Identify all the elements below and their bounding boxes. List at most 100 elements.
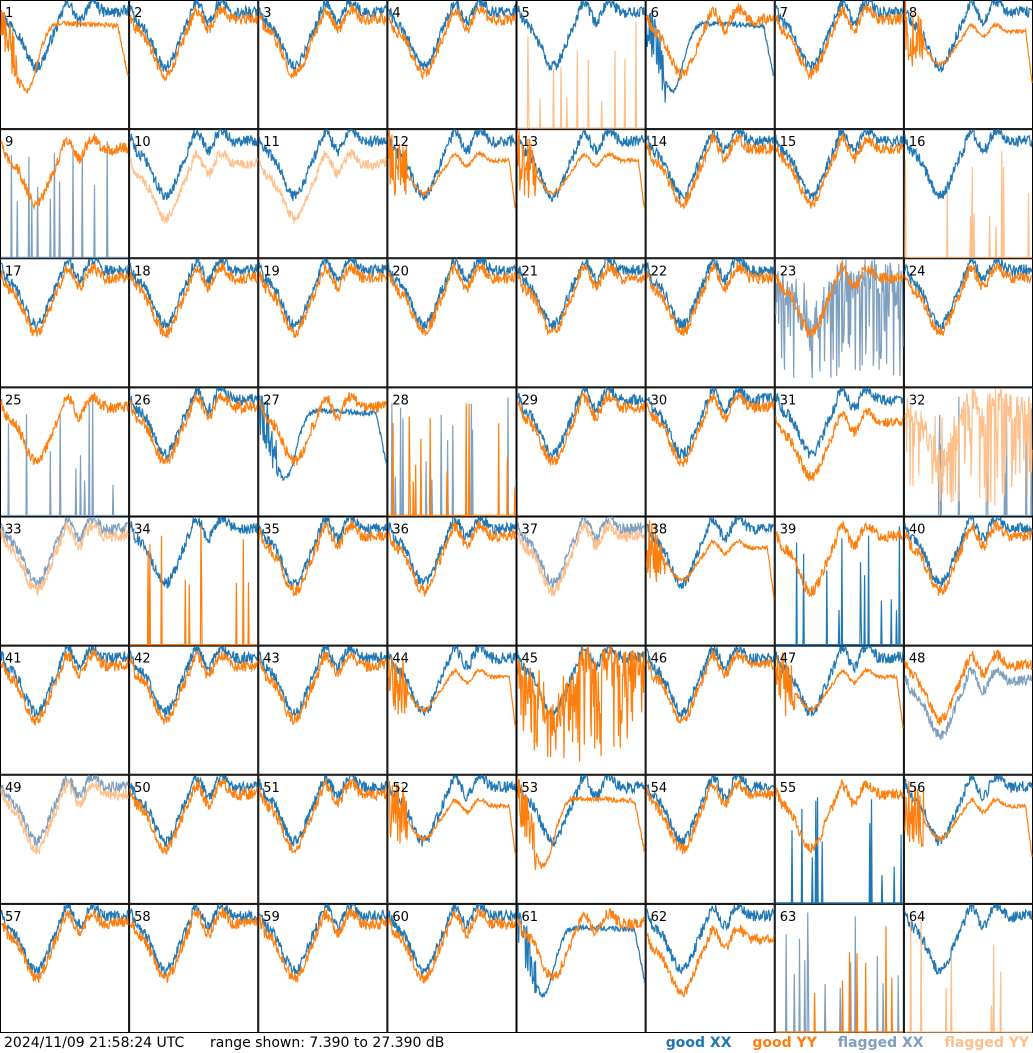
panel-35: 35 xyxy=(258,516,388,646)
series-xx-good xyxy=(387,645,517,717)
panel-55: 55 xyxy=(774,774,904,904)
series-yy-good xyxy=(0,649,129,726)
panel-label: 28 xyxy=(392,393,409,408)
series-xx-good xyxy=(904,258,1033,331)
panel-57: 57 xyxy=(0,903,130,1033)
panel-label: 64 xyxy=(909,910,926,925)
panel-label: 2 xyxy=(134,6,142,21)
panel-label: 6 xyxy=(651,6,659,21)
series-xx-good xyxy=(258,129,387,202)
panel-frame xyxy=(903,903,1033,1033)
panel-frame xyxy=(258,645,388,775)
series-yy-good xyxy=(516,646,646,762)
panel-52: 52 xyxy=(387,774,517,904)
panel-47: 47 xyxy=(774,644,904,775)
panel-label: 41 xyxy=(5,652,22,667)
series-yy-good xyxy=(904,0,1033,83)
series-xx-good xyxy=(0,258,129,332)
panel-19: 19 xyxy=(258,256,388,388)
panel-11: 11 xyxy=(258,129,388,259)
panel-label: 58 xyxy=(134,910,151,925)
panel-64: 64 xyxy=(903,903,1033,1033)
panel-3: 3 xyxy=(258,0,388,130)
series-xx-good xyxy=(646,903,775,974)
series-yy-good xyxy=(646,924,775,998)
panel-32: 32 xyxy=(903,387,1033,517)
series-yy-good xyxy=(646,778,774,855)
series-xx-good xyxy=(775,797,903,904)
series-xx-good xyxy=(646,515,775,590)
series-yy-good xyxy=(129,907,258,983)
panel-label: 23 xyxy=(780,264,797,279)
series-yy-good xyxy=(258,907,387,983)
series-yy-good xyxy=(516,907,646,982)
series-xx-good xyxy=(387,257,517,330)
series-yy-good xyxy=(258,263,387,338)
series-yy-good xyxy=(258,778,387,855)
panel-28: 28 xyxy=(387,387,517,517)
series-yy-good xyxy=(0,262,129,337)
series-yy-good xyxy=(904,780,1033,857)
series-xx-good xyxy=(258,395,387,481)
panel-label: 24 xyxy=(909,264,926,279)
panel-label: 22 xyxy=(651,264,668,279)
series-yy-flagged xyxy=(129,149,258,224)
panel-7: 7 xyxy=(774,0,904,130)
series-xx-good xyxy=(387,515,517,586)
panel-36: 36 xyxy=(387,515,517,646)
panel-46: 46 xyxy=(645,645,775,775)
series-yy-good xyxy=(258,519,387,597)
panel-label: 59 xyxy=(263,910,280,925)
panel-48: 48 xyxy=(903,645,1033,775)
series-xx-good xyxy=(516,904,646,998)
panel-label: 37 xyxy=(522,523,539,538)
panel-51: 51 xyxy=(258,774,388,904)
series-yy-good xyxy=(258,392,387,466)
panel-label: 46 xyxy=(651,652,668,667)
series-yy-flagged xyxy=(0,778,129,855)
series-xx-good xyxy=(775,386,904,459)
series-yy-flagged xyxy=(517,21,645,129)
panel-frame xyxy=(645,516,775,646)
series-xx-good xyxy=(258,774,387,847)
panel-frame xyxy=(774,645,904,775)
series-yy-good xyxy=(646,261,775,337)
panel-label: 20 xyxy=(392,264,409,279)
panel-label: 56 xyxy=(909,781,926,796)
series-yy-good xyxy=(516,262,646,337)
panel-4: 4 xyxy=(387,0,517,130)
panel-frame xyxy=(516,903,646,1033)
panel-label: 36 xyxy=(392,523,409,538)
panel-frame xyxy=(387,0,517,130)
series-yy-good xyxy=(129,5,258,82)
series-xx-flagged xyxy=(775,259,904,379)
panel-14: 14 xyxy=(645,128,775,259)
series-yy-good xyxy=(775,2,904,81)
series-yy-good xyxy=(258,651,387,725)
panel-label: 3 xyxy=(263,6,271,21)
series-xx-good xyxy=(646,257,775,330)
panel-20: 20 xyxy=(387,257,517,388)
series-xx-good xyxy=(904,516,1033,587)
range-shown: range shown: 7.390 to 27.390 dB xyxy=(210,1035,445,1051)
panel-label: 4 xyxy=(392,6,400,21)
series-yy-good xyxy=(646,649,775,724)
panel-27: 27 xyxy=(258,387,388,517)
series-xx-good xyxy=(517,257,646,330)
panel-label: 57 xyxy=(5,910,22,925)
panel-25: 25 xyxy=(0,387,130,517)
legend-flagged-xx: flagged XX xyxy=(837,1035,924,1051)
series-yy-good xyxy=(387,260,517,336)
panel-label: 40 xyxy=(909,523,926,538)
series-yy-flagged xyxy=(904,911,1032,1033)
series-xx-good xyxy=(129,0,258,72)
series-yy-good xyxy=(129,650,258,725)
panel-label: 32 xyxy=(909,393,926,408)
panel-31: 31 xyxy=(774,386,904,517)
series-xx-good xyxy=(0,903,129,976)
series-xx-good xyxy=(387,129,517,202)
panel-45: 45 xyxy=(516,644,646,775)
panel-label: 17 xyxy=(5,264,22,279)
panel-frame xyxy=(387,645,517,775)
series-xx-good xyxy=(646,128,775,201)
